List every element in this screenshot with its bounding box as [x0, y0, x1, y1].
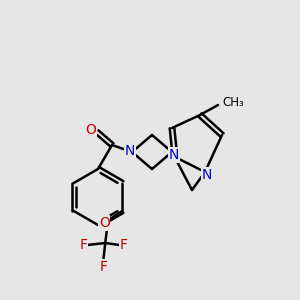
Text: F: F — [119, 238, 127, 252]
Text: F: F — [79, 238, 87, 252]
Text: N: N — [202, 168, 212, 182]
Text: F: F — [99, 260, 107, 274]
Text: CH₃: CH₃ — [222, 97, 244, 110]
Text: O: O — [85, 123, 96, 137]
Text: O: O — [99, 216, 110, 230]
Text: N: N — [169, 148, 179, 162]
Text: N: N — [125, 144, 135, 158]
